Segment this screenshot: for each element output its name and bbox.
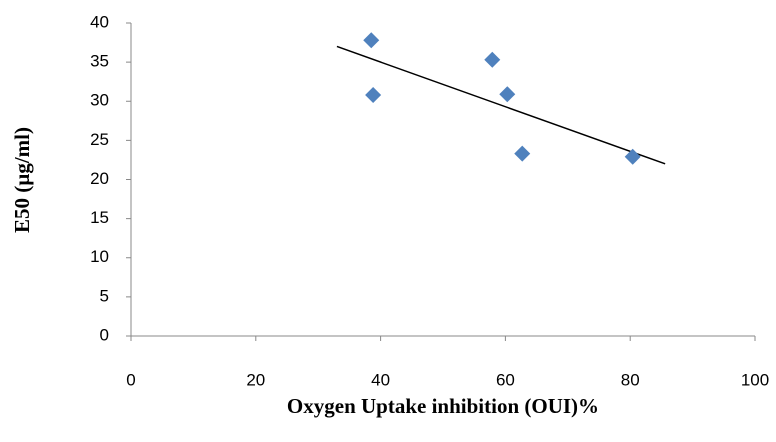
x-tick-label: 80 bbox=[621, 370, 640, 389]
x-tick-label: 40 bbox=[371, 370, 390, 389]
x-axis-title: Oxygen Uptake inhibition (OUI)% bbox=[287, 394, 599, 418]
x-tick-label: 0 bbox=[126, 370, 135, 389]
point bbox=[514, 145, 531, 162]
y-tick-label: 40 bbox=[90, 12, 109, 31]
y-tick-label: 0 bbox=[100, 325, 109, 344]
x-tick-label: 100 bbox=[741, 370, 769, 389]
y-tick-label: 30 bbox=[90, 91, 109, 110]
y-tick-label: 35 bbox=[90, 52, 109, 71]
x-tick-label: 60 bbox=[496, 370, 515, 389]
trendline bbox=[336, 45, 666, 165]
y-tick-label: 25 bbox=[90, 130, 109, 149]
y-tick-label: 5 bbox=[100, 286, 109, 305]
y-tick-label: 15 bbox=[90, 208, 109, 227]
point bbox=[499, 86, 516, 103]
point bbox=[365, 86, 382, 103]
y-tick-label: 20 bbox=[90, 169, 109, 188]
x-tick-label: 20 bbox=[246, 370, 265, 389]
y-axis-title: E50 (µg/ml) bbox=[10, 127, 34, 233]
point bbox=[363, 32, 380, 49]
point bbox=[624, 148, 641, 165]
point bbox=[484, 51, 501, 68]
y-tick-label: 10 bbox=[90, 247, 109, 266]
